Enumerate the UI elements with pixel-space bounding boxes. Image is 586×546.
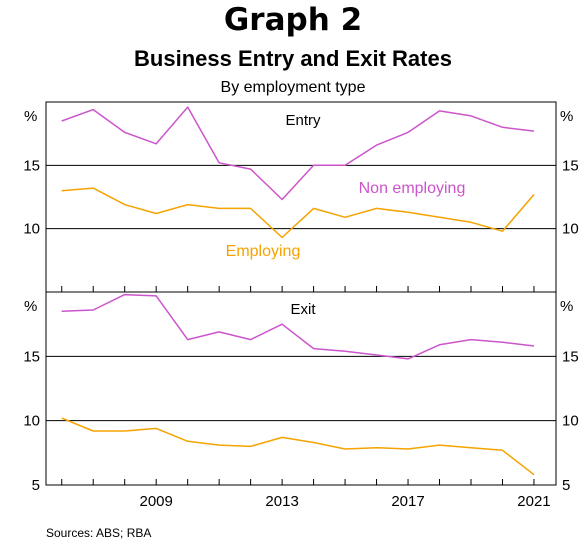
y-unit-right: %: [560, 108, 573, 125]
x-tick-label: 2009: [139, 493, 172, 510]
axis-labels: 10 10 15 15% % Entry 5 5 10 10 15 15% % Exit Non emplo…: [23, 108, 578, 510]
y-unit-left: %: [24, 108, 37, 125]
y-unit-left: %: [24, 298, 37, 315]
x-tick-label: 2017: [391, 493, 424, 510]
panel-label-entry: Entry: [285, 112, 321, 129]
y-tick-label-right: 5: [562, 477, 570, 494]
series-lines: [61, 106, 535, 476]
axis-ticks: [46, 164, 556, 485]
chart-frame: [45, 101, 557, 486]
plot-border: [45, 101, 557, 486]
chart-subtitle: By employment type: [220, 79, 366, 96]
series-label-employing: Employing: [226, 243, 301, 260]
line-non-employing-exit: [61, 293, 535, 360]
graph-number: Graph 2: [223, 2, 363, 38]
y-tick-label-right: 15: [562, 157, 579, 174]
line-employing-exit: [61, 417, 535, 476]
line-non-employing-entry: [61, 106, 535, 201]
y-tick-label-left: 10: [23, 221, 40, 238]
chart-title: Business Entry and Exit Rates: [134, 46, 452, 71]
y-tick-label-right: 10: [562, 413, 579, 430]
y-tick-label-right: 10: [562, 221, 579, 238]
line-employing-entry: [61, 187, 535, 239]
series-label-non-employing: Non employing: [359, 180, 466, 197]
sources-note: Sources: ABS; RBA: [46, 526, 152, 540]
y-tick-label-left: 15: [23, 157, 40, 174]
y-unit-right: %: [560, 298, 573, 315]
y-tick-label-right: 15: [562, 348, 579, 365]
y-tick-label-left: 5: [32, 477, 40, 494]
x-tick-label: 2021: [517, 493, 550, 510]
y-tick-label-left: 15: [23, 348, 40, 365]
x-tick-label: 2013: [265, 493, 298, 510]
panel-label-exit: Exit: [290, 301, 316, 318]
y-tick-label-left: 10: [23, 413, 40, 430]
